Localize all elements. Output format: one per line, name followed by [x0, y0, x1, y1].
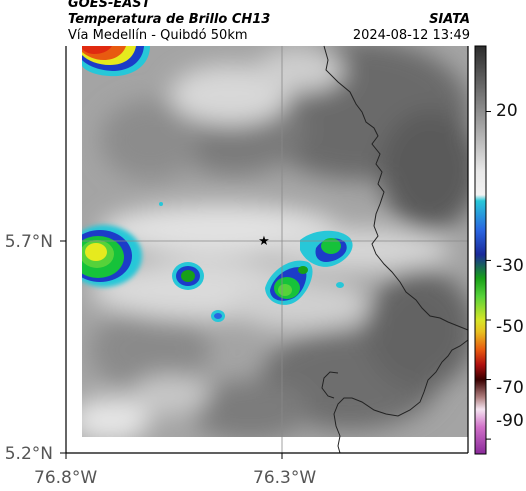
product-title: Temperatura de Brillo CH13: [68, 12, 271, 27]
colorbar-label-minus50: -50: [496, 317, 524, 337]
location-marker: ★: [258, 234, 270, 249]
colorbar-label-minus70: -70: [496, 378, 524, 398]
lon-label-76.3: 76.3°W: [253, 468, 317, 488]
cloud-core-west: [82, 225, 142, 287]
satellite-field: [82, 46, 468, 437]
colorbar-label-20: 20: [496, 101, 518, 121]
lon-label-76.8: 76.8°W: [34, 468, 98, 488]
region-subtitle: Vía Medellín - Quibdó 50km: [68, 28, 248, 43]
department-border-south: [333, 339, 469, 454]
lat-label-5.2: 5.2°N: [4, 444, 53, 464]
datetime-label: 2024-08-12 13:49: [352, 28, 470, 43]
cloud-core-center: [172, 262, 204, 290]
lat-label-5.7: 5.7°N: [4, 232, 53, 252]
colorbar-label-minus90: -90: [496, 411, 524, 431]
cloud-core-east: [159, 202, 353, 322]
department-border: [323, 45, 469, 331]
colorbar-label-minus30: -30: [496, 256, 524, 276]
department-border-west: [321, 371, 339, 399]
org-label: SIATA: [429, 12, 470, 27]
satellite-title: GOES-EAST: [68, 0, 151, 11]
colorbar-fill: [474, 45, 487, 455]
cloud-core-northwest: [82, 46, 150, 77]
